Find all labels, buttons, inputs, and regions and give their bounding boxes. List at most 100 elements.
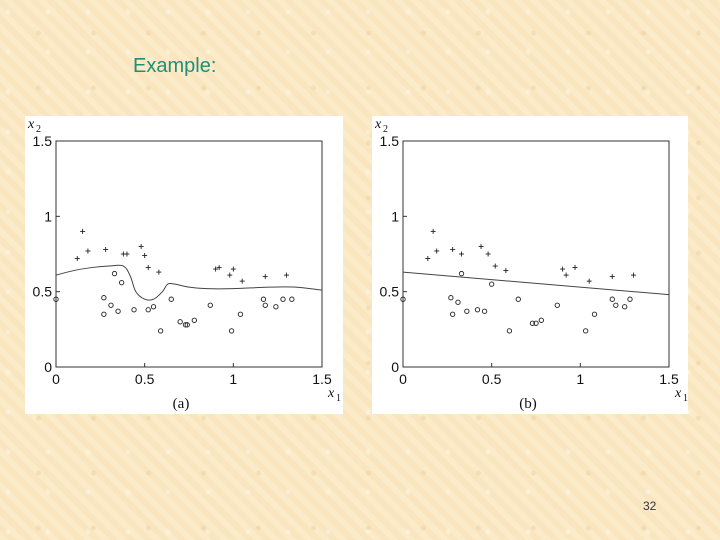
data-point-circle xyxy=(145,307,151,313)
y-tick-label: 1 xyxy=(44,208,52,224)
y-tick-label: 1.5 xyxy=(380,133,400,149)
slide-page-number: 32 xyxy=(643,499,657,513)
data-point-circle xyxy=(228,328,235,334)
data-point-circle xyxy=(157,328,164,334)
scatter-chart-b: 0 0.5 1 1.500.511.5x 2x 1(b) xyxy=(374,117,688,412)
data-point-plus xyxy=(434,248,440,254)
y-tick-label: 0 xyxy=(44,359,52,375)
data-point-circle xyxy=(273,304,279,310)
data-point-plus xyxy=(609,274,615,280)
x-axis-label: x xyxy=(674,386,682,401)
data-point-circle xyxy=(168,296,174,302)
figure-panel-a: 0 0.5 1 1.5 0 0.5 1 1.5 x 2 x 1 (a) xyxy=(25,116,343,414)
data-point-circle xyxy=(207,302,213,308)
data-point-circle xyxy=(131,307,137,313)
scatter-chart-a: 0 0.5 1 1.500.511.5x 2x 1(a) xyxy=(27,117,341,412)
data-point-circle xyxy=(115,308,121,314)
data-point-plus xyxy=(485,251,491,257)
data-point-plus xyxy=(503,268,509,274)
data-point-plus xyxy=(572,265,578,271)
x-axis-label-subscript: 1 xyxy=(336,393,341,404)
data-point-circle xyxy=(591,311,598,317)
data-point-plus xyxy=(138,243,144,249)
data-point-circle xyxy=(554,302,560,308)
data-point-circle xyxy=(455,299,461,305)
data-point-plus xyxy=(213,266,219,272)
data-point-circle xyxy=(260,296,267,302)
data-point-plus xyxy=(74,256,80,262)
slide-title: Example: xyxy=(133,55,217,77)
data-point-circle xyxy=(150,304,157,310)
data-point-circle xyxy=(108,302,114,308)
data-point-plus xyxy=(430,228,436,234)
data-point-circle xyxy=(101,311,107,317)
data-point-circle xyxy=(583,328,589,334)
data-point-circle xyxy=(177,319,183,325)
data-point-circle xyxy=(118,279,125,286)
data-point-circle xyxy=(464,308,470,314)
data-point-circle xyxy=(627,296,633,302)
data-point-plus xyxy=(103,246,109,252)
data-point-circle xyxy=(191,317,197,323)
data-point-circle xyxy=(237,311,244,317)
data-point-circle xyxy=(111,270,118,277)
data-point-circle xyxy=(101,295,107,301)
data-point-circle xyxy=(529,320,536,326)
data-point-circle xyxy=(182,322,189,328)
y-tick-label: 0.5 xyxy=(33,284,53,300)
data-point-plus xyxy=(156,269,162,275)
data-point-plus xyxy=(631,272,637,278)
data-point-circle xyxy=(184,322,190,328)
x-tick-label: 1 xyxy=(229,371,237,387)
data-point-plus xyxy=(230,266,236,272)
data-point-plus xyxy=(85,248,91,254)
data-point-plus xyxy=(492,263,498,269)
data-point-circle xyxy=(533,320,539,326)
x-axis-label-subscript: 1 xyxy=(683,393,688,404)
data-point-circle xyxy=(481,308,488,314)
data-point-circle xyxy=(622,304,628,310)
decision-boundary-line xyxy=(55,264,323,301)
panel-caption: (a) xyxy=(173,396,190,412)
y-tick-label: 1.5 xyxy=(33,133,53,149)
data-point-circle xyxy=(474,307,481,313)
x-axis-label: x xyxy=(327,386,335,401)
data-point-plus xyxy=(227,272,233,278)
y-axis-label: x xyxy=(374,117,382,132)
data-point-plus xyxy=(284,272,290,278)
data-point-plus xyxy=(142,253,148,259)
y-tick-label: 0.5 xyxy=(380,284,400,300)
y-axis-label-subscript: 2 xyxy=(383,124,388,135)
data-point-circle xyxy=(458,270,465,277)
data-point-plus xyxy=(563,272,569,278)
y-tick-label: 0 xyxy=(391,359,399,375)
figure-panel-b: 0 0.5 1 1.5 0 0.5 1 1.5 x 2 x 1 (b) xyxy=(372,116,688,414)
data-point-plus xyxy=(459,251,465,257)
data-point-circle xyxy=(280,296,286,302)
x-tick-label: 0 xyxy=(399,371,407,387)
data-point-plus xyxy=(478,243,484,249)
data-point-circle xyxy=(289,296,295,302)
y-axis-label-subscript: 2 xyxy=(36,124,41,135)
x-tick-label: 0.5 xyxy=(135,371,155,387)
x-tick-label: 0 xyxy=(52,371,60,387)
data-point-plus xyxy=(560,266,566,272)
data-point-circle xyxy=(400,296,406,302)
data-point-circle xyxy=(450,311,456,317)
x-tick-label: 0.5 xyxy=(482,371,502,387)
data-point-plus xyxy=(80,228,86,234)
data-point-circle xyxy=(448,295,454,301)
decision-boundary-line xyxy=(402,271,670,296)
panel-caption: (b) xyxy=(519,396,537,412)
data-point-circle xyxy=(262,302,268,308)
plot-frame xyxy=(55,140,323,368)
data-point-circle xyxy=(613,302,619,308)
data-point-circle xyxy=(515,296,521,302)
data-point-circle xyxy=(609,296,615,302)
data-point-circle xyxy=(489,281,495,287)
data-point-plus xyxy=(450,246,456,252)
data-point-circle xyxy=(538,317,544,323)
y-tick-label: 1 xyxy=(391,208,399,224)
y-axis-label: x xyxy=(27,117,35,132)
data-point-circle xyxy=(506,328,513,334)
